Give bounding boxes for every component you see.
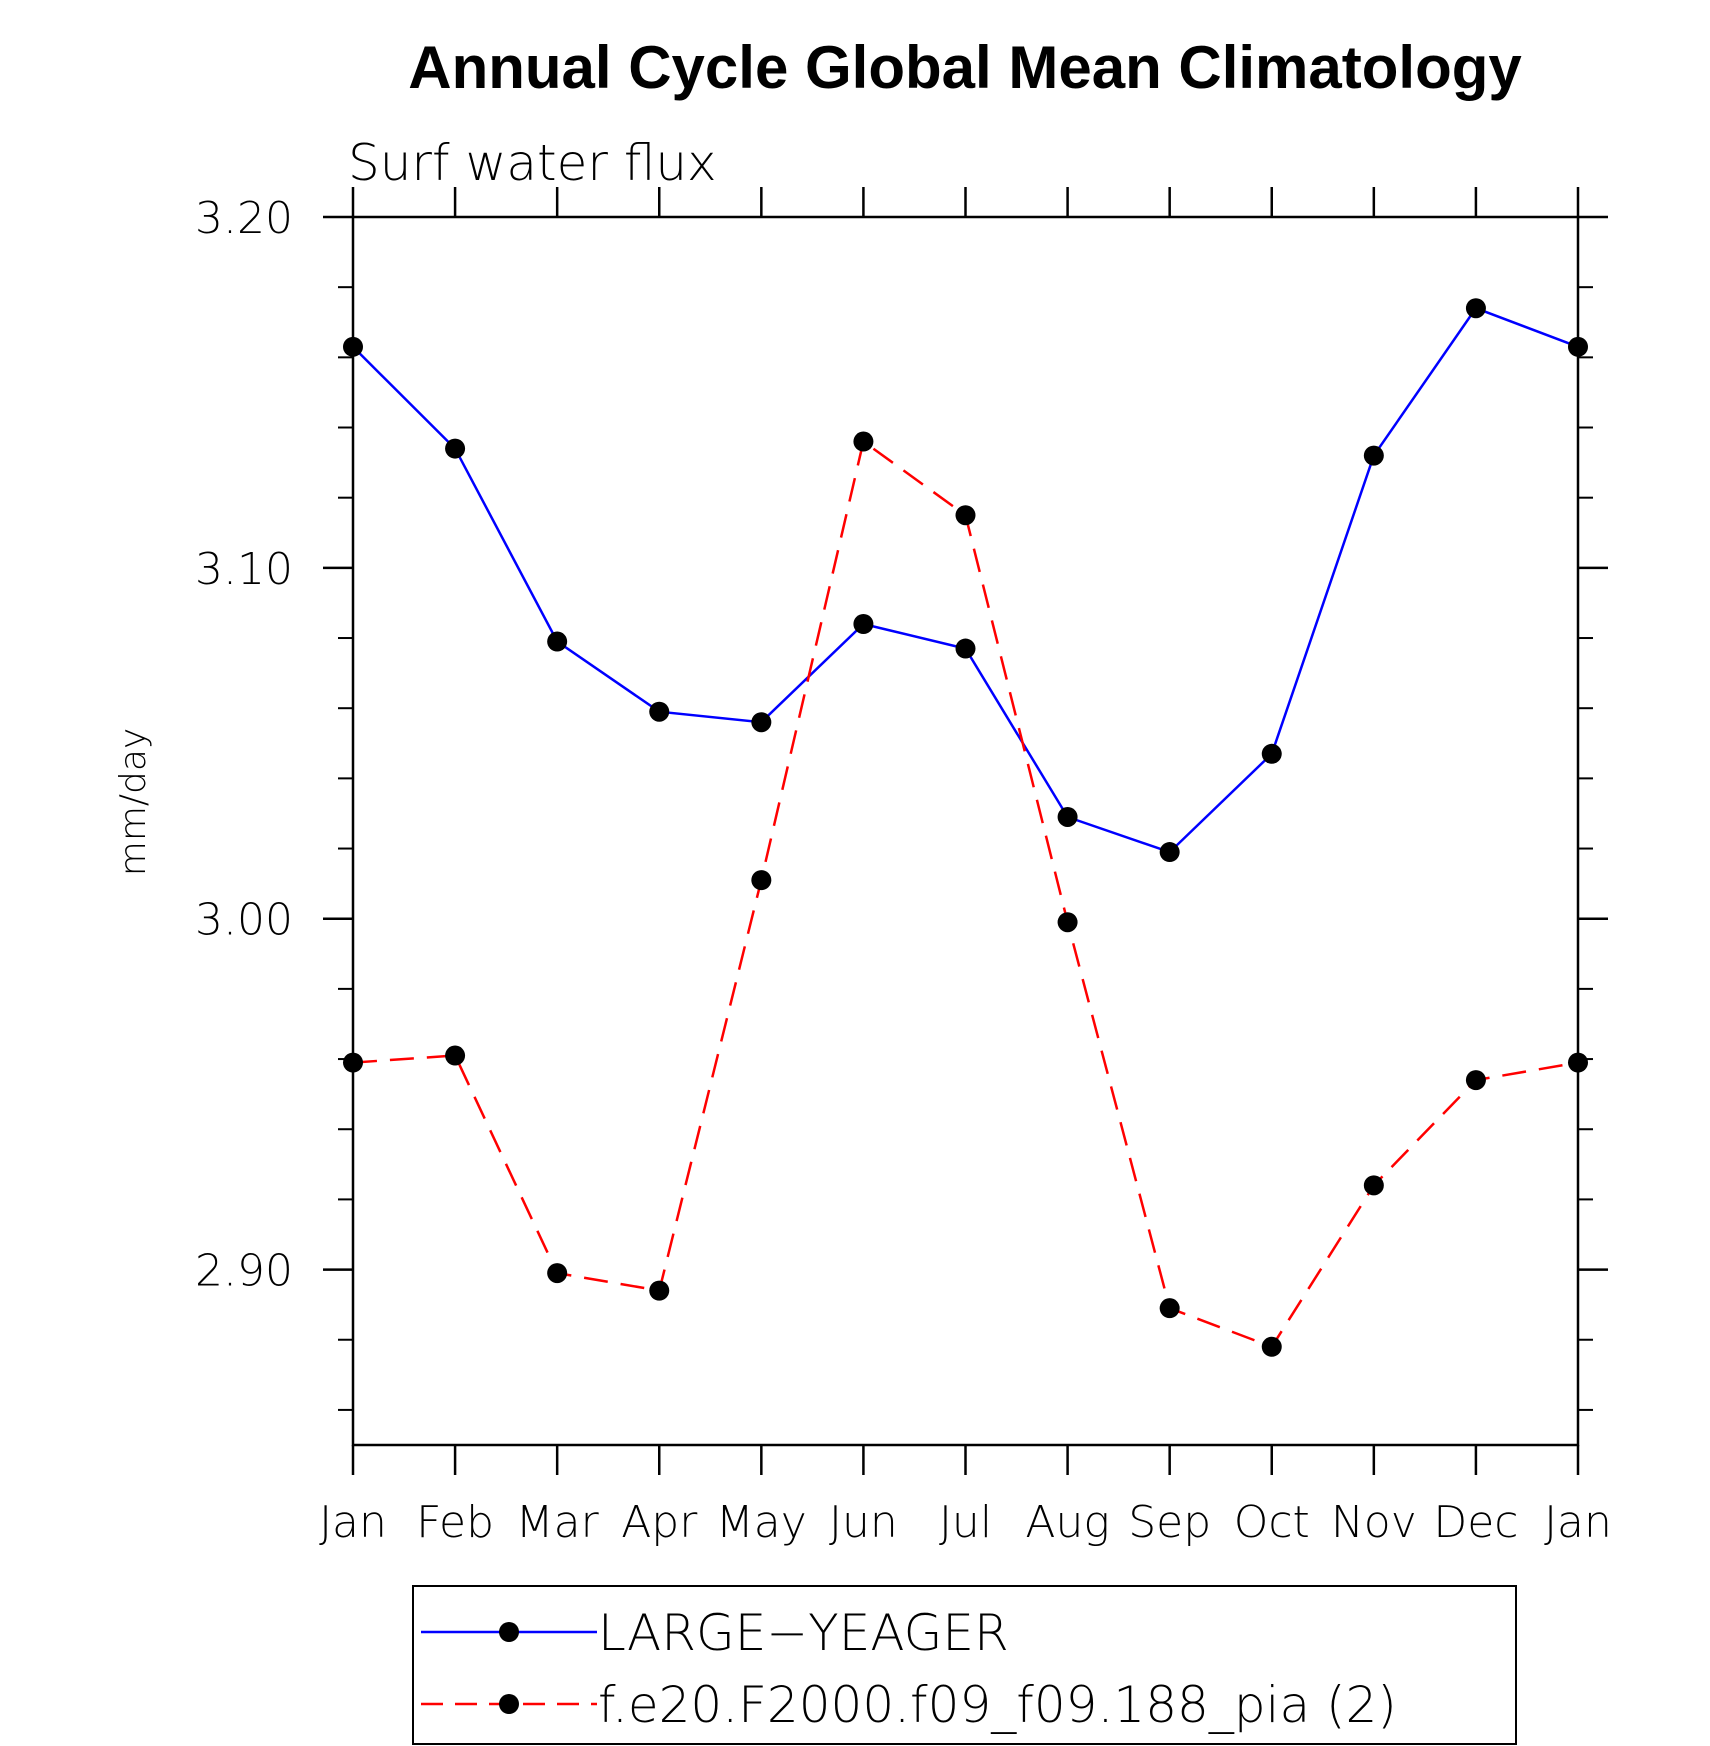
series-0-point	[853, 613, 874, 634]
series-1-point	[649, 1280, 670, 1301]
series-line-0	[352, 306, 1579, 854]
series-1-point	[1057, 912, 1078, 933]
series-1-point	[1363, 1175, 1384, 1196]
series-1-point	[1568, 1052, 1588, 1073]
series-1-point	[343, 1052, 363, 1073]
legend: LARGE−YEAGER f.e20.F2000.f09_f09.188_pia…	[412, 1585, 1517, 1745]
series-0-point	[649, 701, 670, 722]
series-0-point	[547, 631, 568, 652]
x-tick-label: Mar	[516, 1497, 600, 1548]
x-ticks	[351, 187, 1580, 1475]
x-tick-label: Feb	[416, 1497, 494, 1548]
plot-border	[351, 215, 1580, 1447]
x-tick-labels: Jan Feb Mar Apr May Jun Jul Aug Sep Oct Nov Dec Jan	[319, 1497, 1612, 1548]
series-1-point	[547, 1263, 568, 1284]
series-0-point	[751, 712, 772, 733]
series-1-point	[1261, 1336, 1282, 1357]
series-0-point	[343, 336, 363, 357]
series-1-point	[955, 505, 976, 526]
y-ticks-minor	[338, 286, 1593, 1411]
x-tick-label: Jul	[939, 1497, 992, 1548]
x-tick-label: Oct	[1234, 1497, 1310, 1548]
x-tick-label: Jun	[829, 1497, 898, 1548]
y-axis-label: mm/day	[113, 728, 154, 876]
series-0-point	[1465, 298, 1486, 319]
y-tick-label: 2.90	[195, 1246, 293, 1297]
legend-label-pia: f.e20.F2000.f09_f09.188_pia (2)	[598, 1676, 1397, 1734]
y-tick-label: 3.00	[195, 895, 293, 946]
series-line-1	[352, 439, 1579, 1349]
chart-title: Annual Cycle Global Mean Climatology	[408, 34, 1522, 101]
series-0-point	[1057, 806, 1078, 827]
series-0-point	[1363, 445, 1384, 466]
series-0-point	[1159, 842, 1180, 863]
chart-subtitle: Surf water flux	[348, 134, 717, 192]
legend-marker-pia	[499, 1694, 519, 1714]
y-tick-label: 3.10	[195, 544, 293, 595]
series-0-point	[1568, 336, 1588, 357]
series-layer	[343, 298, 1588, 1357]
x-tick-label: May	[716, 1497, 807, 1548]
series-0-point	[1261, 743, 1282, 764]
y-tick-label: 3.20	[195, 193, 293, 244]
plot-frame	[351, 215, 1580, 1447]
y-tick-labels: 3.20 3.10 3.00 2.90	[195, 193, 293, 1297]
series-1-point	[853, 431, 874, 452]
legend-marker-large-yeager	[499, 1622, 519, 1642]
legend-label-large-yeager: LARGE−YEAGER	[598, 1604, 1009, 1662]
series-1-point	[1465, 1070, 1486, 1091]
series-1-point	[445, 1045, 466, 1066]
legend-box	[412, 1585, 1517, 1745]
x-tick-label: Nov	[1331, 1497, 1417, 1548]
x-tick-label: Jan	[1544, 1497, 1612, 1548]
series-0-point	[955, 638, 976, 659]
series-1-point	[1159, 1298, 1180, 1319]
y-ticks-major	[323, 215, 1608, 1271]
series-1-point	[751, 870, 772, 891]
series-0-point	[445, 438, 466, 459]
x-tick-label: Dec	[1433, 1497, 1518, 1548]
x-tick-label: Apr	[621, 1497, 698, 1548]
x-tick-label: Sep	[1128, 1497, 1211, 1548]
x-tick-label: Aug	[1025, 1497, 1109, 1548]
x-tick-label: Jan	[319, 1497, 387, 1548]
